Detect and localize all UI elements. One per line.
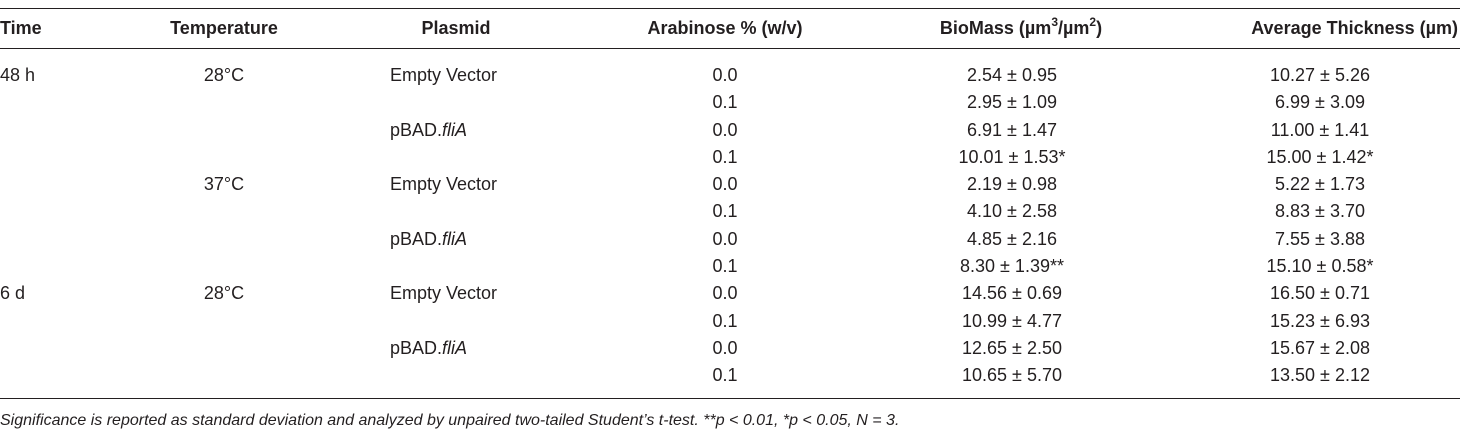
cell-biomass: 2.95 ± 1.09 bbox=[967, 92, 1057, 113]
cell-average-thickness: 15.67 ± 2.08 bbox=[1270, 337, 1370, 358]
cell-average-thickness: 7.55 ± 3.88 bbox=[1275, 228, 1365, 249]
plasmid-gene: fliA bbox=[442, 119, 468, 140]
cell-plasmid: pBAD.fliA bbox=[390, 226, 467, 253]
cell-biomass: 12.65 ± 2.50 bbox=[962, 337, 1062, 358]
cell-time: 48 h bbox=[0, 65, 36, 85]
cell-arabinose: 0.1 bbox=[712, 201, 738, 222]
cell-average-thickness: 15.23 ± 6.93 bbox=[1270, 310, 1370, 331]
cell-temperature: 28°C bbox=[203, 283, 245, 304]
cell-arabinose: 0.1 bbox=[712, 92, 738, 113]
cell-average-thickness: 8.83 ± 3.70 bbox=[1275, 201, 1365, 222]
table-header: Time Temperature Plasmid Arabinose % (w/… bbox=[0, 8, 1460, 48]
header-biomass-prefix: BioMass (µm bbox=[939, 18, 1052, 38]
cell-biomass: 2.54 ± 0.95 bbox=[967, 65, 1057, 85]
table-row: pBAD.fliA 0.0 4.85 ± 2.16 7.55 ± 3.88 bbox=[0, 226, 1460, 253]
cell-biomass: 8.30 ± 1.39** bbox=[960, 256, 1064, 277]
cell-biomass: 2.19 ± 0.98 bbox=[967, 174, 1057, 195]
cell-average-thickness: 6.99 ± 3.09 bbox=[1275, 92, 1365, 113]
cell-average-thickness: 16.50 ± 0.71 bbox=[1270, 283, 1370, 304]
plasmid-name: pBAD. bbox=[390, 119, 443, 140]
cell-biomass: 6.91 ± 1.47 bbox=[967, 119, 1057, 140]
header-biomass-sup2: 2 bbox=[1089, 15, 1097, 29]
table-row: pBAD.fliA 0.0 12.65 ± 2.50 15.67 ± 2.08 bbox=[0, 335, 1460, 362]
header-biomass-mid: /µm bbox=[1058, 18, 1090, 38]
table-row: 6 d 28°C Empty Vector 0.0 14.56 ± 0.69 16.50 … bbox=[0, 280, 1460, 307]
cell-biomass: 10.99 ± 4.77 bbox=[962, 310, 1062, 331]
cell-plasmid: pBAD.fliA bbox=[390, 335, 467, 362]
table-header-rule bbox=[0, 48, 1460, 49]
cell-plasmid: Empty Vector bbox=[390, 280, 497, 307]
header-average-thickness: Average Thickness (µm) bbox=[1251, 18, 1458, 38]
table-top-rule bbox=[0, 8, 1460, 9]
cell-average-thickness: 10.27 ± 5.26 bbox=[1270, 65, 1370, 85]
cell-biomass: 4.85 ± 2.16 bbox=[967, 228, 1057, 249]
table-footnote: Significance is reported as standard dev… bbox=[0, 412, 900, 429]
header-arabinose: Arabinose % (w/v) bbox=[647, 18, 803, 38]
table-row: 0.1 10.99 ± 4.77 15.23 ± 6.93 bbox=[0, 308, 1460, 335]
table-row: 0.1 4.10 ± 2.58 8.83 ± 3.70 bbox=[0, 198, 1460, 225]
header-time: Time bbox=[0, 18, 42, 38]
cell-plasmid: pBAD.fliA bbox=[390, 117, 467, 144]
cell-average-thickness: 15.10 ± 0.58* bbox=[1266, 256, 1374, 277]
cell-arabinose: 0.1 bbox=[712, 256, 738, 277]
cell-arabinose: 0.1 bbox=[712, 146, 738, 167]
table-row: 0.1 10.01 ± 1.53* 15.00 ± 1.42* bbox=[0, 144, 1460, 171]
plasmid-name: pBAD. bbox=[390, 228, 443, 249]
cell-temperature: 28°C bbox=[203, 65, 245, 85]
table-bottom-rule bbox=[0, 398, 1460, 399]
table-row: 37°C Empty Vector 0.0 2.19 ± 0.98 5.22 ± 1.7… bbox=[0, 171, 1460, 198]
header-biomass: BioMass (µm3/µm2) bbox=[939, 15, 1103, 39]
cell-arabinose: 0.1 bbox=[712, 365, 738, 386]
table-row: 48 h 28°C Empty Vector 0.0 2.54 ± 0.95 10.27 … bbox=[0, 62, 1460, 89]
cell-arabinose: 0.0 bbox=[712, 119, 738, 140]
header-plasmid: Plasmid bbox=[421, 18, 491, 38]
cell-biomass: 10.01 ± 1.53* bbox=[958, 146, 1066, 167]
cell-biomass: 10.65 ± 5.70 bbox=[962, 365, 1062, 386]
cell-arabinose: 0.0 bbox=[712, 337, 738, 358]
plasmid-gene: fliA bbox=[442, 228, 468, 249]
header-temperature: Temperature bbox=[170, 18, 278, 38]
plasmid-name: Empty Vector bbox=[390, 65, 498, 85]
cell-average-thickness: 13.50 ± 2.12 bbox=[1270, 365, 1370, 386]
cell-average-thickness: 15.00 ± 1.42* bbox=[1266, 146, 1374, 167]
cell-average-thickness: 11.00 ± 1.41 bbox=[1270, 119, 1370, 140]
table-row: 0.1 2.95 ± 1.09 6.99 ± 3.09 bbox=[0, 89, 1460, 116]
table-row: pBAD.fliA 0.0 6.91 ± 1.47 11.00 ± 1.41 bbox=[0, 117, 1460, 144]
plasmid-gene: fliA bbox=[442, 337, 468, 358]
cell-biomass: 14.56 ± 0.69 bbox=[962, 283, 1062, 304]
cell-arabinose: 0.0 bbox=[712, 283, 738, 304]
cell-arabinose: 0.0 bbox=[712, 228, 738, 249]
plasmid-name: Empty Vector bbox=[390, 283, 498, 304]
plasmid-name: Empty Vector bbox=[390, 174, 498, 195]
table-row: 0.1 10.65 ± 5.70 13.50 ± 2.12 bbox=[0, 362, 1460, 389]
cell-arabinose: 0.0 bbox=[712, 174, 738, 195]
header-biomass-suffix: ) bbox=[1096, 18, 1103, 38]
cell-time: 6 d bbox=[0, 283, 26, 304]
table-row: 0.1 8.30 ± 1.39** 15.10 ± 0.58* bbox=[0, 253, 1460, 280]
cell-arabinose: 0.0 bbox=[712, 65, 738, 85]
cell-temperature: 37°C bbox=[203, 174, 245, 195]
cell-plasmid: Empty Vector bbox=[390, 171, 497, 198]
cell-biomass: 4.10 ± 2.58 bbox=[967, 201, 1057, 222]
header-biomass-sup1: 3 bbox=[1051, 15, 1059, 29]
cell-average-thickness: 5.22 ± 1.73 bbox=[1275, 174, 1365, 195]
cell-plasmid: Empty Vector bbox=[390, 62, 497, 89]
table-body: 48 h 28°C Empty Vector 0.0 2.54 ± 0.95 10.27 … bbox=[0, 62, 1460, 390]
plasmid-name: pBAD. bbox=[390, 337, 443, 358]
cell-arabinose: 0.1 bbox=[712, 310, 738, 331]
